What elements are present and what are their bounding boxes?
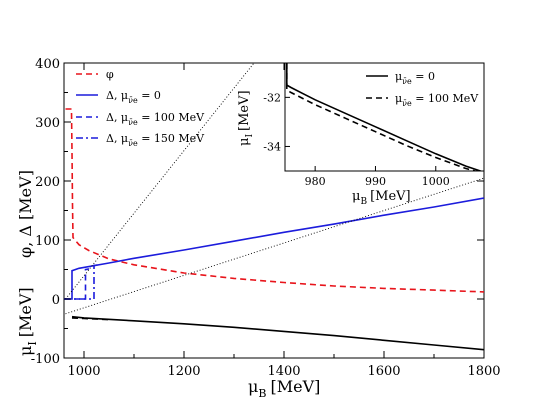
y-axis-bottom-sub: I (26, 341, 39, 345)
series-guide-2 (65, 177, 484, 315)
y-tick-label-300: 300 (35, 116, 60, 131)
inset-legend: μν̄e = 0 μν̄e = 100 MeV (366, 70, 479, 108)
inset-legend-label-100: μν̄e = 100 MeV (395, 92, 479, 108)
legend-label-phi: φ (106, 68, 114, 81)
series-phi (65, 108, 484, 293)
x-tick-label-1600: 1600 (367, 364, 400, 379)
inset-legend-label-0: μν̄e = 0 (395, 70, 435, 86)
y-tick-label-400: 400 (35, 57, 60, 72)
inset-x-axis-title: μB [MeV] (352, 189, 411, 207)
main-series-group (64, 63, 484, 351)
x-tick-label-1400: 1400 (267, 364, 300, 379)
y-axis-title-bottom: μI [MeV] (16, 287, 39, 356)
inset-x-tick-label-1000: 1000 (422, 175, 450, 188)
x-axis-unit: [MeV] (271, 377, 321, 396)
x-tick-label-1200: 1200 (167, 364, 200, 379)
inset-y-tick-label--32: -32 (263, 91, 281, 104)
legend-label-delta-150: Δ, μν̄e = 150 MeV (106, 132, 205, 148)
y-tick-label-0: 0 (52, 293, 60, 308)
y-axis-title-top-text: φ, Δ [MeV] (16, 170, 35, 258)
legend-label-delta-0: Δ, μν̄e = 0 (106, 89, 161, 105)
x-tick-label-1800: 1800 (467, 364, 500, 379)
inset-ticks-group: 980 990 1000 -32 -34 (263, 91, 449, 188)
inset-series-inset-0 (286, 63, 483, 171)
inset-series-inset-100 (286, 63, 478, 171)
y-tick-label--100: -100 (31, 352, 60, 367)
series-mu-I (71, 315, 484, 351)
inset-x-tick-label-990: 990 (365, 175, 386, 188)
y-axis-bottom-symbol: μ (16, 346, 35, 356)
inset-y-axis-title: μI[MeV] (237, 90, 255, 146)
legend-label-delta-100: Δ, μν̄e = 100 MeV (106, 111, 205, 127)
inset-series-group (286, 63, 483, 171)
inset-x-tick-label-980: 980 (305, 175, 326, 188)
x-axis-title: μB [MeV] (248, 377, 320, 400)
series-delta-0 (64, 197, 484, 300)
y-axis-bottom-unit: [MeV] (16, 287, 35, 337)
y-tick-label-100: 100 (35, 234, 60, 249)
inset-plot-area (284, 62, 485, 172)
y-tick-label-200: 200 (35, 175, 60, 190)
x-axis-symbol: μ (248, 377, 258, 396)
inset-y-tick-label--34: -34 (263, 140, 281, 153)
main-legend: φ Δ, μν̄e = 0 Δ, μν̄e = 100 MeV Δ, μν̄e … (76, 68, 205, 148)
x-tick-label-1000: 1000 (67, 364, 100, 379)
series-delta-150 (64, 264, 100, 300)
series-mu-I-100 (71, 317, 110, 321)
y-axis-title-top: φ, Δ [MeV] (16, 170, 35, 258)
x-axis-sub: B (258, 387, 266, 400)
